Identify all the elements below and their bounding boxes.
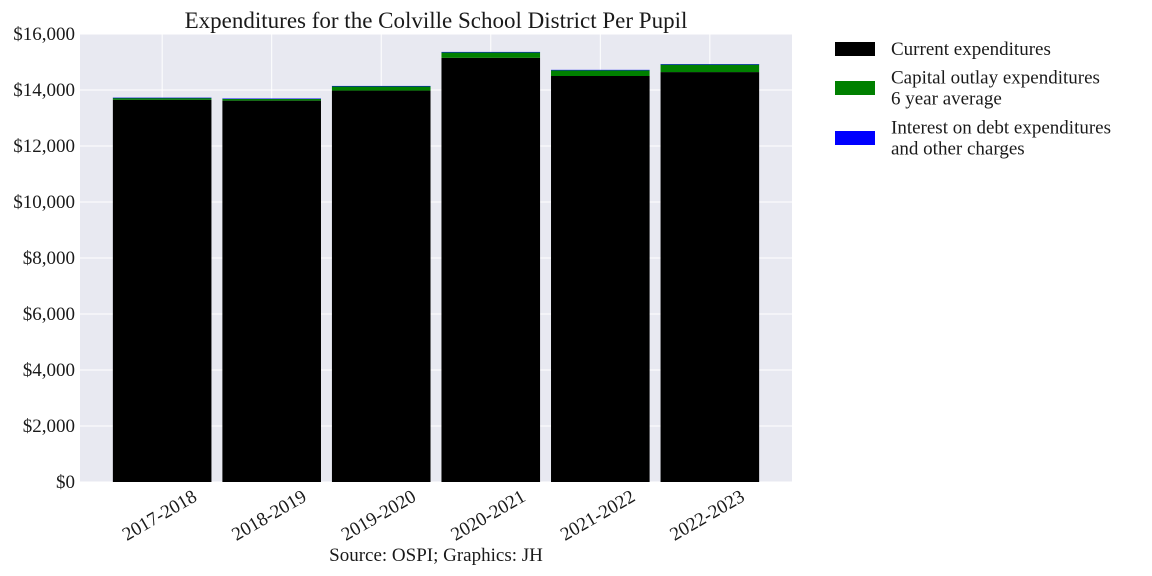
chart-title: Expenditures for the Colville School Dis… bbox=[185, 8, 688, 33]
bars bbox=[112, 51, 760, 483]
y-tick-label: $2,000 bbox=[23, 416, 75, 437]
bar-2020-2021-series-1 bbox=[441, 52, 541, 58]
bar-2018-2019-series-0 bbox=[222, 100, 321, 482]
x-tick-label: 2021-2022 bbox=[557, 486, 639, 545]
bar-2022-2023-series-0 bbox=[660, 72, 760, 482]
legend-swatch bbox=[835, 42, 875, 56]
x-tick-label: 2018-2019 bbox=[228, 486, 310, 545]
x-tick-label: 2022-2023 bbox=[667, 486, 749, 545]
legend-label: Current expenditures bbox=[891, 39, 1051, 60]
y-tick-label: $4,000 bbox=[23, 360, 75, 381]
y-tick-label: $16,000 bbox=[13, 24, 75, 45]
bar-2021-2022-series-0 bbox=[551, 76, 650, 482]
bar-2017-2018-series-2 bbox=[112, 97, 212, 99]
y-tick-label: $8,000 bbox=[23, 248, 75, 269]
bar-2017-2018-series-1 bbox=[112, 97, 212, 100]
legend-label: Interest on debt expenditures bbox=[891, 118, 1111, 139]
legend-label: 6 year average bbox=[891, 89, 1002, 110]
y-tick-label: $12,000 bbox=[13, 136, 75, 157]
legend-label: and other charges bbox=[891, 139, 1025, 160]
bar-2018-2019-series-2 bbox=[222, 98, 321, 100]
x-axis: 2017-2018 2018-2019 2019-2020 2020-2021 2021… bbox=[119, 486, 748, 545]
bar-2022-2023-series-1 bbox=[660, 64, 760, 73]
bar-2020-2021-series-0 bbox=[441, 57, 541, 483]
x-tick-label: 2017-2018 bbox=[119, 486, 201, 545]
x-tick-label: 2020-2021 bbox=[447, 486, 529, 545]
bar-2018-2019-series-1 bbox=[222, 98, 321, 101]
y-axis: $0 $2,000 $4,000 $6,000 $8,000 $10,000 $12,000… bbox=[13, 24, 75, 493]
y-tick-label: $10,000 bbox=[13, 192, 75, 213]
bar-2017-2018-series-0 bbox=[112, 99, 212, 483]
bar-2021-2022-series-1 bbox=[551, 70, 650, 76]
legend-label: Capital outlay expenditures bbox=[891, 68, 1100, 89]
x-axis-label: Source: OSPI; Graphics: JH bbox=[329, 545, 543, 566]
legend-swatch bbox=[835, 81, 875, 95]
bar-2019-2020-series-2 bbox=[331, 85, 431, 87]
bar-2022-2023-series-2 bbox=[660, 64, 760, 65]
bar-2019-2020-series-0 bbox=[331, 90, 431, 482]
legend-swatch bbox=[835, 131, 875, 145]
y-tick-label: $14,000 bbox=[13, 80, 75, 101]
bar-2019-2020-series-1 bbox=[331, 86, 431, 91]
y-tick-label: $0 bbox=[56, 472, 75, 493]
bar-2021-2022-series-2 bbox=[551, 69, 650, 71]
y-tick-label: $6,000 bbox=[23, 304, 75, 325]
legend: Current expenditures Capital outlay expen… bbox=[835, 39, 1111, 160]
bar-2020-2021-series-2 bbox=[441, 51, 541, 53]
x-tick-label: 2019-2020 bbox=[338, 486, 420, 545]
